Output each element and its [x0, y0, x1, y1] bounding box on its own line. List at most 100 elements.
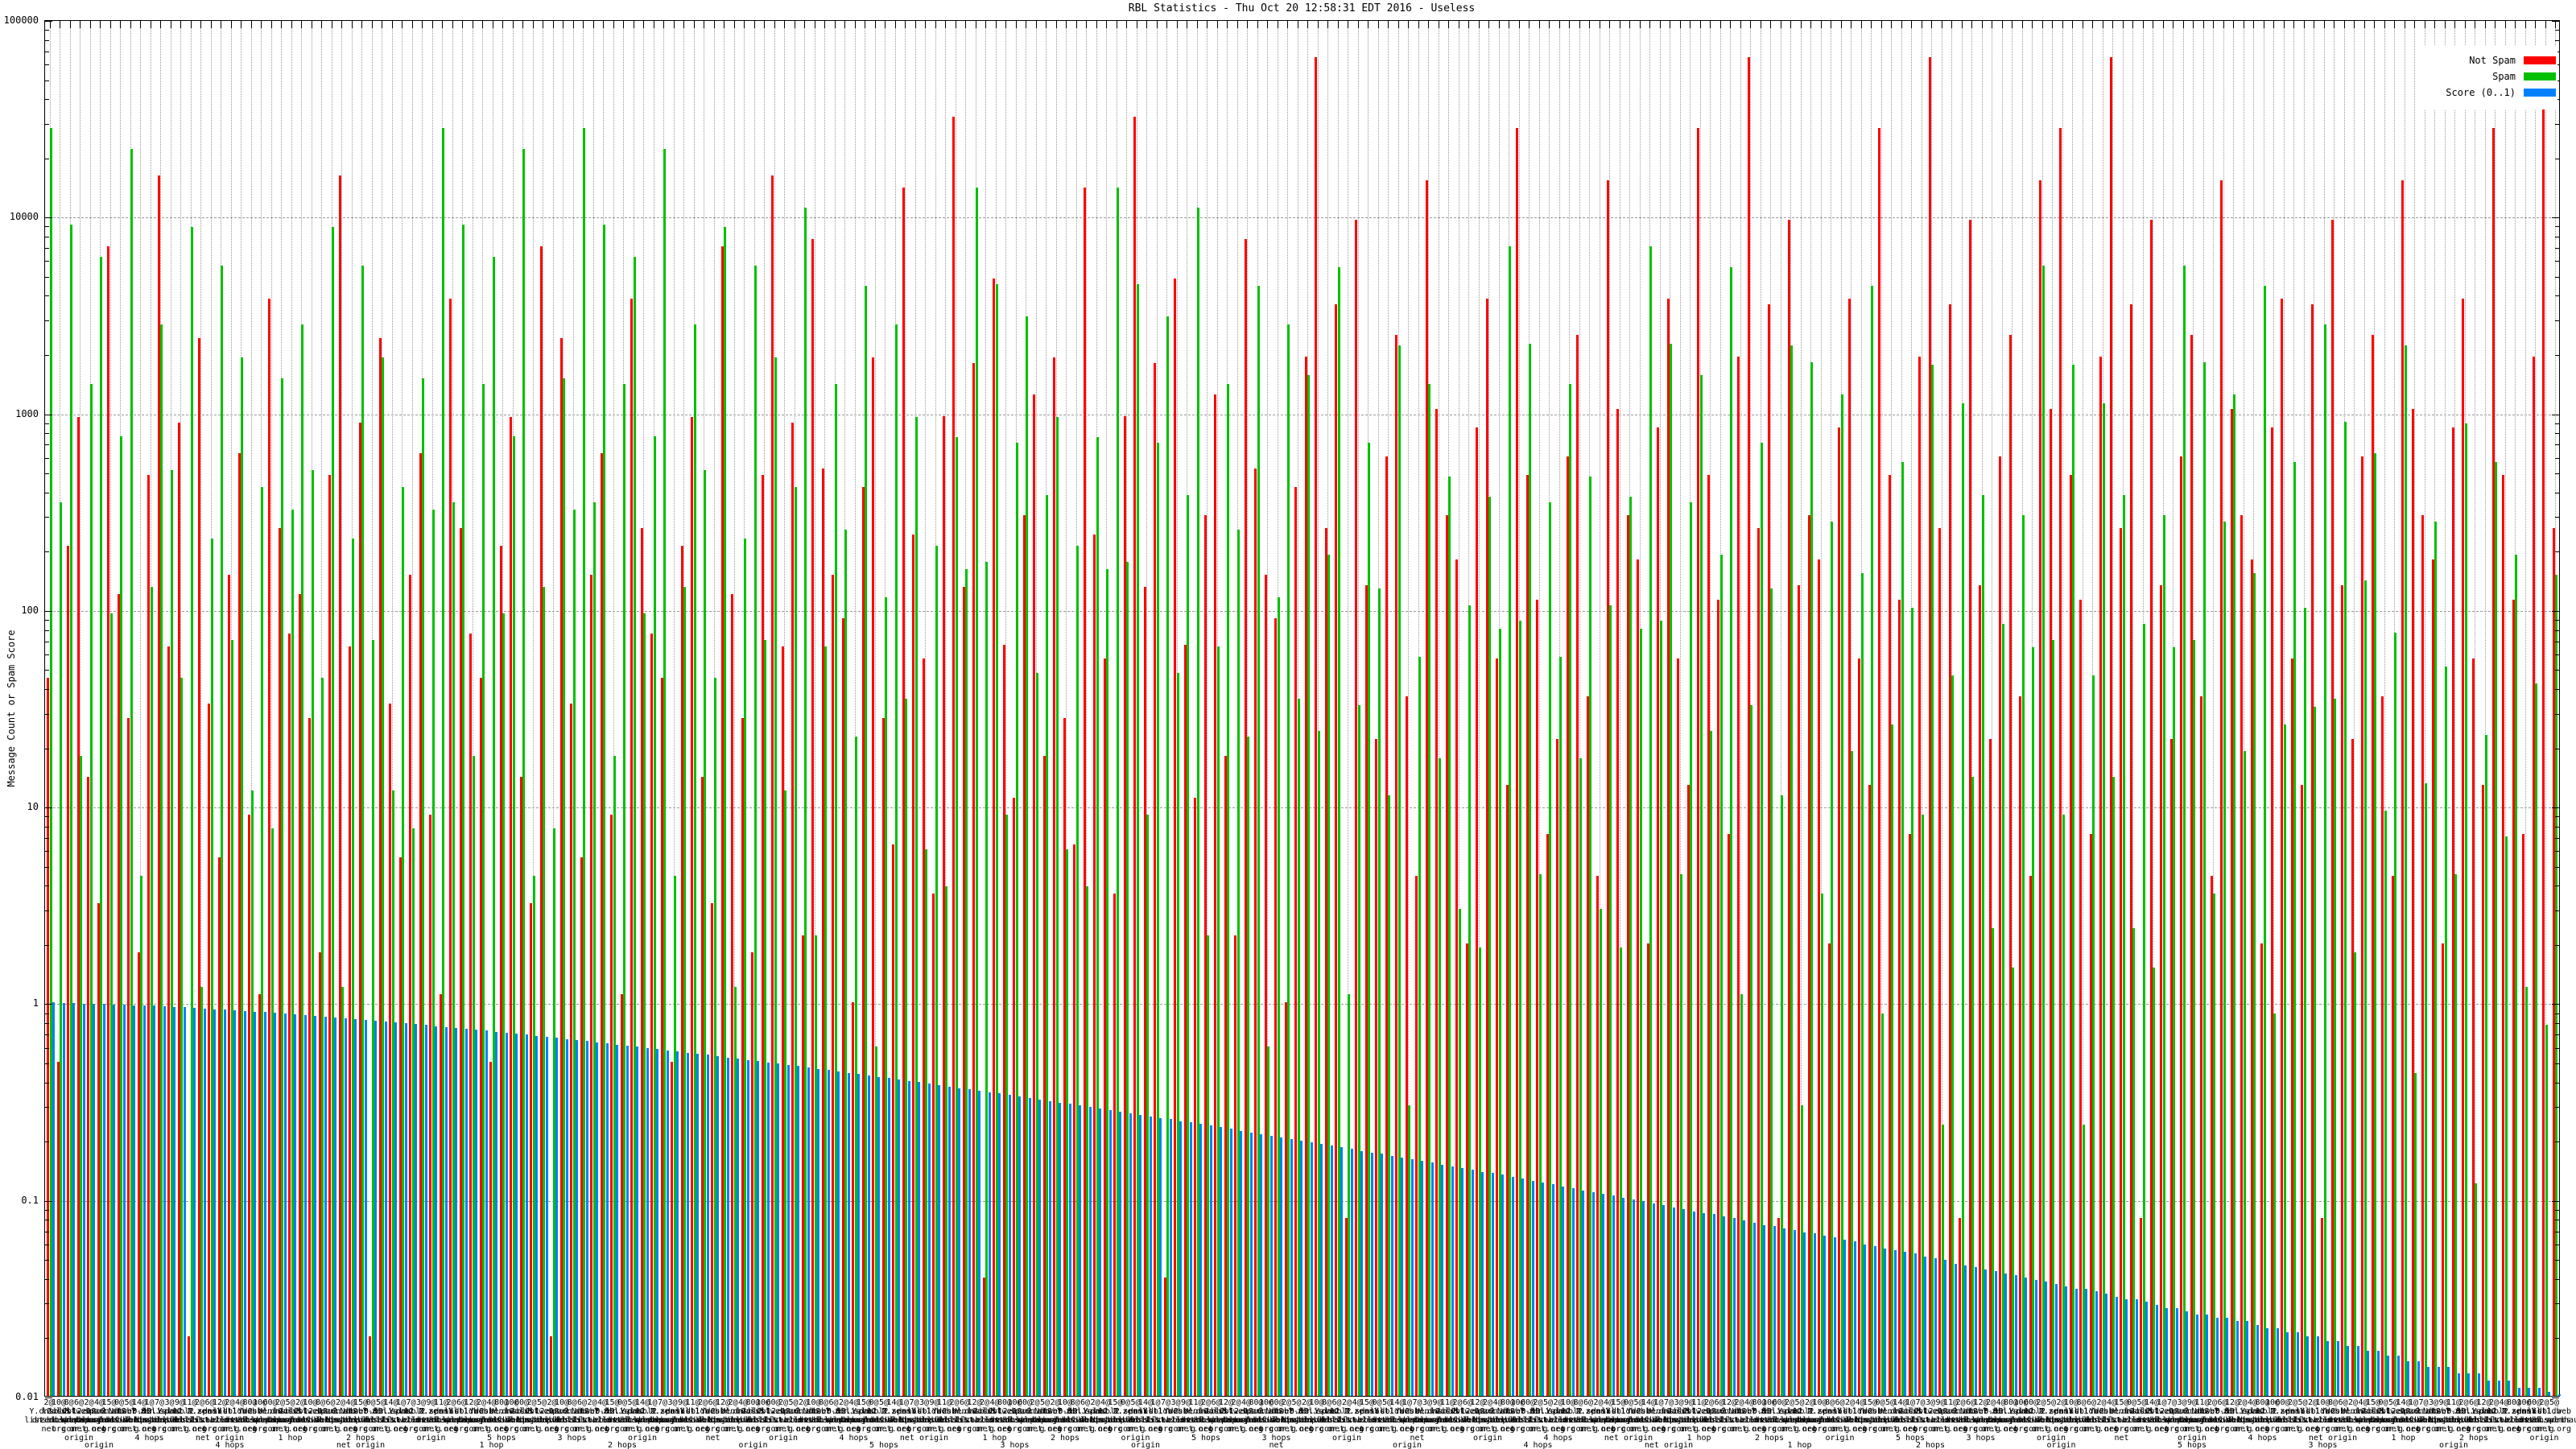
x-tick-label: 5 hops	[869, 1441, 899, 1449]
x-tick-label: 8@	[2076, 1398, 2087, 1407]
bar-spam	[2303, 607, 2306, 1396]
x-tick-label: dnswl.list	[105, 1416, 154, 1425]
x-tick-label: dnsbl.njabl	[1782, 1416, 1837, 1425]
x-tick-label: zen.spamhaus	[1760, 1416, 1819, 1425]
bar-spam	[2001, 624, 2004, 1396]
y-minor-tick	[45, 30, 49, 31]
bar-not-spam	[248, 815, 251, 1396]
bar-not-spam	[1002, 644, 1005, 1396]
bar-spam	[1468, 605, 1472, 1396]
bar-score	[797, 1066, 800, 1396]
x-tick-label: dbl.dnsbl	[1455, 1416, 1500, 1425]
y-tick-label: 1	[32, 997, 39, 1009]
bar-not-spam	[1798, 585, 1801, 1396]
x-tick-label: net.org	[675, 1425, 710, 1434]
bar-score	[1290, 1138, 1293, 1396]
x-tick-label: Y.lid	[157, 1407, 182, 1416]
y-gridline	[45, 1004, 2559, 1005]
x-tick-label: 0@	[365, 1398, 376, 1407]
bar-spam	[402, 486, 405, 1396]
bar-spam	[1327, 554, 1331, 1396]
x-tick-label: dnsbl-0	[112, 1407, 147, 1416]
bar-score	[1884, 1249, 1887, 1396]
bar-spam	[1911, 607, 1914, 1396]
bar-spam	[2484, 734, 2487, 1396]
bar-score	[2376, 1350, 2380, 1396]
x-tick-label: 0@	[1372, 1398, 1382, 1407]
bar-score	[1088, 1106, 1092, 1396]
bar-not-spam	[2140, 1218, 2143, 1396]
bar-spam	[1075, 546, 1079, 1396]
x-tick-label: net.org	[273, 1425, 308, 1434]
bar-not-spam	[1747, 57, 1750, 1396]
bar-spam	[1216, 646, 1220, 1396]
x-tick-label: dnsbl-1	[434, 1407, 469, 1416]
x-tick-label: Y.dnsbl2	[723, 1407, 763, 1416]
bar-spam	[784, 790, 787, 1396]
x-tick-label: spamY	[1586, 1407, 1611, 1416]
x-tick-label: njabl.dnsbl	[1290, 1416, 1344, 1425]
x-tick-label: net	[1651, 1425, 1666, 1434]
x-tick-label: com	[1620, 1425, 1637, 1434]
x-tick-label: dnsbl-0	[343, 1407, 378, 1416]
x-tick-label: net	[1902, 1425, 1918, 1434]
bar-not-spam	[2451, 427, 2454, 1396]
x-tick-label: dnsbl.web	[1516, 1416, 1560, 1425]
x-tick-label: net.org	[927, 1425, 962, 1434]
y-minor-tick	[2555, 355, 2559, 357]
bar-not-spam	[137, 952, 140, 1396]
bar-not-spam	[2089, 834, 2092, 1396]
bar-not-spam	[821, 468, 824, 1396]
x-tick-label: web.dnsbl	[1033, 1416, 1077, 1425]
bar-not-spam	[1767, 303, 1770, 1396]
bar-spam	[80, 755, 83, 1396]
bar-score	[1260, 1134, 1263, 1396]
x-tick-label: 15@	[1862, 1398, 1878, 1407]
bar-spam	[270, 828, 274, 1396]
bar-spam	[1397, 345, 1401, 1396]
x-tick-label: com	[815, 1425, 832, 1434]
bar-spam	[1176, 672, 1179, 1396]
x-tick-label: net	[192, 1425, 208, 1434]
x-tick-label: or.g	[119, 1425, 139, 1434]
x-tick-label: 0@	[2126, 1398, 2137, 1407]
bar-spam	[1408, 1105, 1411, 1396]
bar-not-spam	[1395, 335, 1398, 1396]
bar-spam	[1196, 208, 1199, 1396]
x-tick-label: com	[1218, 1425, 1234, 1434]
y-major-tick	[45, 217, 52, 219]
x-tick-label: 2@	[1281, 1398, 1292, 1407]
bar-not-spam	[76, 417, 80, 1396]
x-tick-label: web.dnsbl	[1224, 1416, 1269, 1425]
x-tick-label: zen.list	[1538, 1416, 1578, 1425]
bar-not-spam	[2301, 784, 2304, 1396]
x-tick-label: zen.list	[964, 1416, 1005, 1425]
x-tick-label: zen.db	[1251, 1407, 1282, 1416]
x-tick-label: dnswl.list	[678, 1416, 728, 1425]
x-tick-label: 60@	[1520, 1398, 1536, 1407]
bar-spam	[109, 613, 113, 1396]
x-tick-label: net	[1550, 1425, 1566, 1434]
x-tick-label: spam.N	[1241, 1407, 1271, 1416]
x-tick-label: 12.2.ze	[1098, 1407, 1133, 1416]
x-tick-label: 11@	[1439, 1398, 1455, 1407]
bar-not-spam	[1455, 559, 1459, 1396]
bar-not-spam	[2351, 738, 2354, 1396]
bar-spam	[1780, 795, 1783, 1396]
bar-not-spam	[1304, 357, 1307, 1396]
y-minor-tick	[2555, 30, 2559, 31]
x-tick-label: com	[413, 1425, 429, 1434]
bar-not-spam	[872, 357, 875, 1396]
x-tick-label: net.org	[1883, 1425, 1918, 1434]
bar-not-spam	[852, 1002, 855, 1396]
x-tick-label: dnsbl2	[164, 1407, 195, 1416]
x-tick-label: net.org	[1732, 1425, 1767, 1434]
x-tick-label: 6@	[204, 1398, 215, 1407]
x-tick-label: com	[1067, 1425, 1083, 1434]
legend-row-not-spam: Not Spam	[2446, 55, 2556, 66]
x-tick-label: or.g	[924, 1425, 944, 1434]
bar-spam	[1529, 343, 1532, 1396]
x-tick-label: org	[554, 1425, 570, 1434]
bar-not-spam	[2421, 515, 2425, 1396]
bar-not-spam	[1968, 219, 1971, 1396]
